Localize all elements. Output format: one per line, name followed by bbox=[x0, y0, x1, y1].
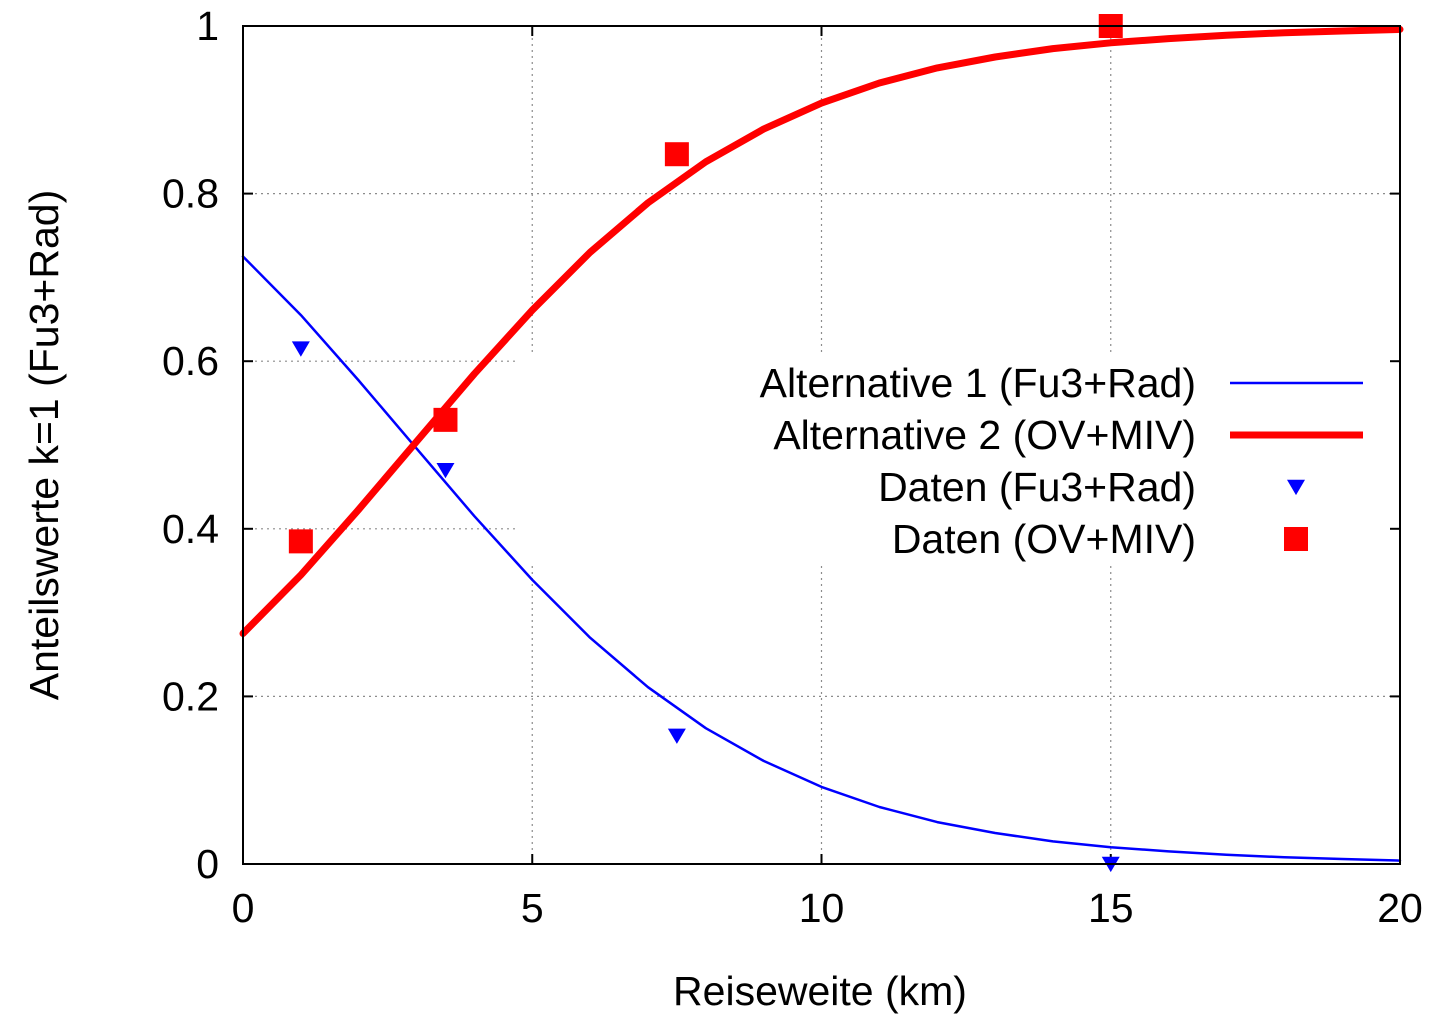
y-tick-label: 0 bbox=[196, 841, 219, 887]
series-4-point bbox=[664, 142, 689, 167]
legend: Alternative 1 (Fu3+Rad) Alternative 2 (OV… bbox=[760, 360, 1363, 562]
legend-label: Alternative 1 (Fu3+Rad) bbox=[760, 360, 1196, 406]
y-tick-label: 1 bbox=[196, 3, 219, 49]
y-tick-label: 0.2 bbox=[162, 673, 219, 719]
legend-label: Daten (Fu3+Rad) bbox=[878, 464, 1196, 510]
series-1-line bbox=[241, 255, 1402, 862]
x-tick-label: 5 bbox=[521, 885, 544, 931]
series-4-point bbox=[288, 529, 313, 554]
legend-label: Alternative 2 (OV+MIV) bbox=[773, 412, 1196, 458]
y-tick-label: 0.6 bbox=[162, 338, 219, 384]
x-tick-label: 15 bbox=[1088, 885, 1134, 931]
x-tick-label: 10 bbox=[799, 885, 845, 931]
x-tick-label: 0 bbox=[232, 885, 255, 931]
grid-layer bbox=[243, 26, 1400, 864]
legend-background bbox=[515, 352, 1395, 566]
series-3-point bbox=[291, 341, 310, 357]
y-tick-label: 0.8 bbox=[162, 171, 219, 217]
series-3-point bbox=[436, 462, 455, 479]
tick-layer: 0 5 10 15 20 0 0.2 0.4 0.6 0.8 1 bbox=[162, 3, 1423, 931]
x-tick-label: 20 bbox=[1377, 885, 1423, 931]
x-axis-label: Reiseweite (km) bbox=[673, 968, 967, 1014]
legend-marker-swatch bbox=[1287, 479, 1305, 496]
series-4-point bbox=[433, 407, 458, 432]
series-3-point bbox=[667, 728, 686, 744]
legend-label: Daten (OV+MIV) bbox=[892, 516, 1196, 562]
plot-frame bbox=[242, 25, 1401, 865]
y-axis-label: Anteilswerte k=1 (Fu3+Rad) bbox=[21, 190, 67, 700]
y-tick-label: 0.4 bbox=[162, 506, 219, 552]
legend-marker-swatch bbox=[1284, 527, 1308, 551]
